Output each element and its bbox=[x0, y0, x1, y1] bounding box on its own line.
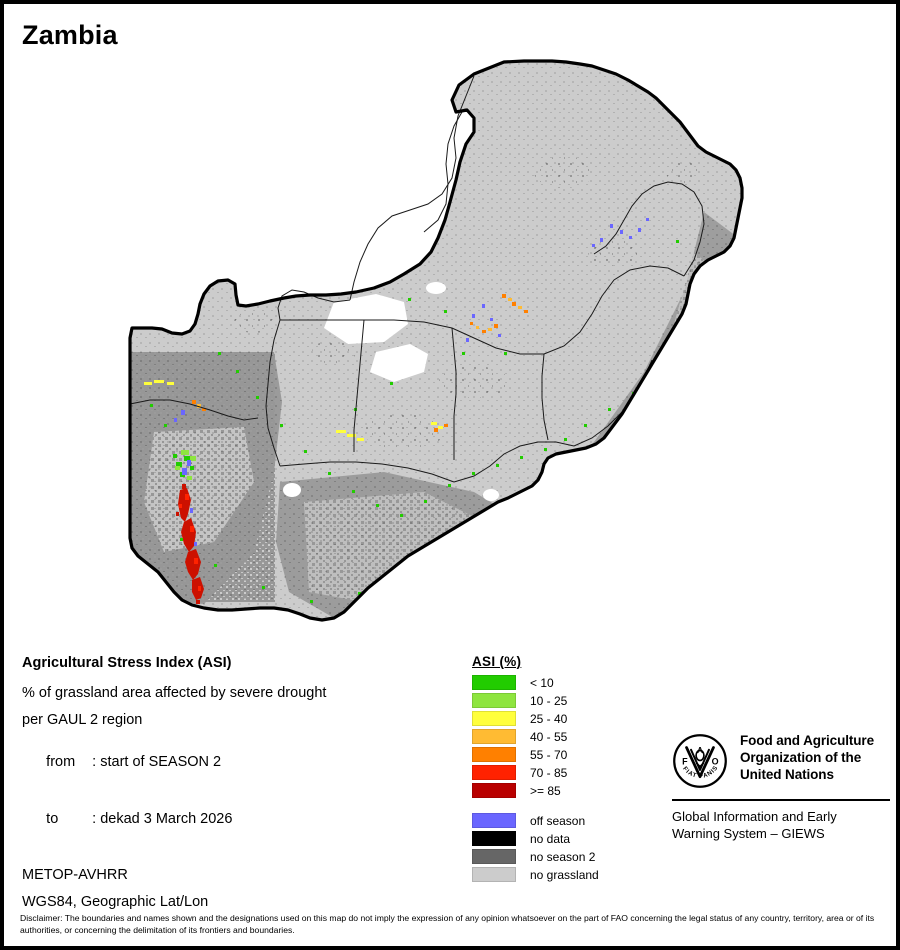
legend-item-asi-6: >= 85 bbox=[472, 782, 662, 799]
legend-swatch-asi-4 bbox=[472, 747, 516, 762]
fao-org-line3: United Nations bbox=[740, 767, 834, 782]
fao-org-line1: Food and Agriculture bbox=[740, 733, 874, 748]
legend-label-asi-1: 10 - 25 bbox=[530, 693, 568, 708]
legend-swatch-asi-3 bbox=[472, 729, 516, 744]
legend-label-asi-6: >= 85 bbox=[530, 783, 561, 798]
legend-label-asi-5: 70 - 85 bbox=[530, 765, 568, 780]
giews-line1: Global Information and Early bbox=[672, 809, 837, 824]
page-title: Zambia bbox=[22, 20, 118, 50]
legend-label-no-grassland: no grassland bbox=[530, 867, 599, 882]
fao-emblem-icon: A F O FIAT PANIS bbox=[673, 734, 727, 788]
map-info-block: Agricultural Stress Index (ASI) % of gra… bbox=[22, 656, 452, 923]
legend-item-special-1: no data bbox=[472, 830, 662, 847]
fao-organization-name: Food and Agriculture Organization of the… bbox=[740, 732, 874, 783]
legend-swatch-asi-5 bbox=[472, 765, 516, 780]
legend-item-asi-0: < 10 bbox=[472, 674, 662, 691]
legend-item-asi-2: 25 - 40 bbox=[472, 710, 662, 727]
map-canvas bbox=[4, 52, 896, 642]
legend-spacer bbox=[472, 800, 662, 812]
legend-swatch-asi-6 bbox=[472, 783, 516, 798]
asi-heading: Agricultural Stress Index (ASI) bbox=[22, 655, 232, 671]
disclaimer-text: Disclaimer: The boundaries and names sho… bbox=[20, 913, 875, 936]
sensor-label: METOP-AVHRR bbox=[22, 866, 128, 883]
svg-text:F: F bbox=[682, 756, 688, 766]
giews-subtitle: Global Information and Early Warning Sys… bbox=[672, 809, 890, 842]
legend-label-asi-0: < 10 bbox=[530, 675, 554, 690]
legend-label-no-season-2: no season 2 bbox=[530, 849, 596, 864]
legend-swatch-off-season bbox=[472, 813, 516, 828]
legend-label-no-data: no data bbox=[530, 831, 571, 846]
svg-text:O: O bbox=[712, 756, 719, 766]
asi-description-line2: per GAUL 2 region bbox=[22, 712, 143, 728]
svg-text:A: A bbox=[697, 745, 703, 755]
info-spacer bbox=[22, 854, 452, 868]
period-from-label: from bbox=[46, 754, 76, 770]
legend-item-asi-3: 40 - 55 bbox=[472, 728, 662, 745]
admin-boundaries bbox=[129, 75, 705, 483]
period-from-row: from : start of SEASON 2 bbox=[22, 741, 452, 785]
fao-org-line2: Organization of the bbox=[740, 750, 862, 765]
zambia-map-svg bbox=[128, 59, 744, 622]
fao-logo-row: A F O FIAT PANIS Food and Agriculture Or… bbox=[672, 732, 890, 789]
legend-swatch-asi-1 bbox=[472, 693, 516, 708]
legend-item-asi-5: 70 - 85 bbox=[472, 764, 662, 781]
legend-item-asi-4: 55 - 70 bbox=[472, 746, 662, 763]
legend-label-asi-3: 40 - 55 bbox=[530, 729, 568, 744]
period-to-label: to bbox=[46, 810, 59, 827]
legend-title: ASI (%) bbox=[472, 654, 522, 669]
legend-swatch-asi-0 bbox=[472, 675, 516, 690]
projection-label: WGS84, Geographic Lat/Lon bbox=[22, 894, 209, 910]
legend-swatch-no-data bbox=[472, 831, 516, 846]
legend-item-special-2: no season 2 bbox=[472, 848, 662, 865]
legend-label-off-season: off season bbox=[530, 813, 586, 828]
period-to-value: : dekad 3 March 2026 bbox=[92, 810, 233, 827]
legend-label-asi-2: 25 - 40 bbox=[530, 711, 568, 726]
country-border bbox=[128, 59, 744, 622]
legend-swatch-no-grassland bbox=[472, 867, 516, 882]
legend-item-special-0: off season bbox=[472, 812, 662, 829]
asi-description-line1: % of grassland area affected by severe d… bbox=[22, 684, 327, 701]
legend-item-asi-1: 10 - 25 bbox=[472, 692, 662, 709]
period-from-value: : start of SEASON 2 bbox=[92, 754, 222, 770]
giews-line2: Warning System – GIEWS bbox=[672, 825, 825, 841]
layer-asi-classes bbox=[144, 61, 707, 604]
legend-label-asi-4: 55 - 70 bbox=[530, 747, 568, 762]
map-legend: ASI (%) < 10 10 - 25 25 - 40 40 - 55 55 … bbox=[472, 654, 662, 884]
legend-item-special-3: no grassland bbox=[472, 866, 662, 883]
fao-divider bbox=[672, 799, 890, 801]
legend-swatch-asi-2 bbox=[472, 711, 516, 726]
period-to-row: to : dekad 3 March 2026 bbox=[22, 797, 452, 841]
legend-swatch-no-season-2 bbox=[472, 849, 516, 864]
fao-branding-block: A F O FIAT PANIS Food and Agriculture Or… bbox=[672, 732, 890, 842]
